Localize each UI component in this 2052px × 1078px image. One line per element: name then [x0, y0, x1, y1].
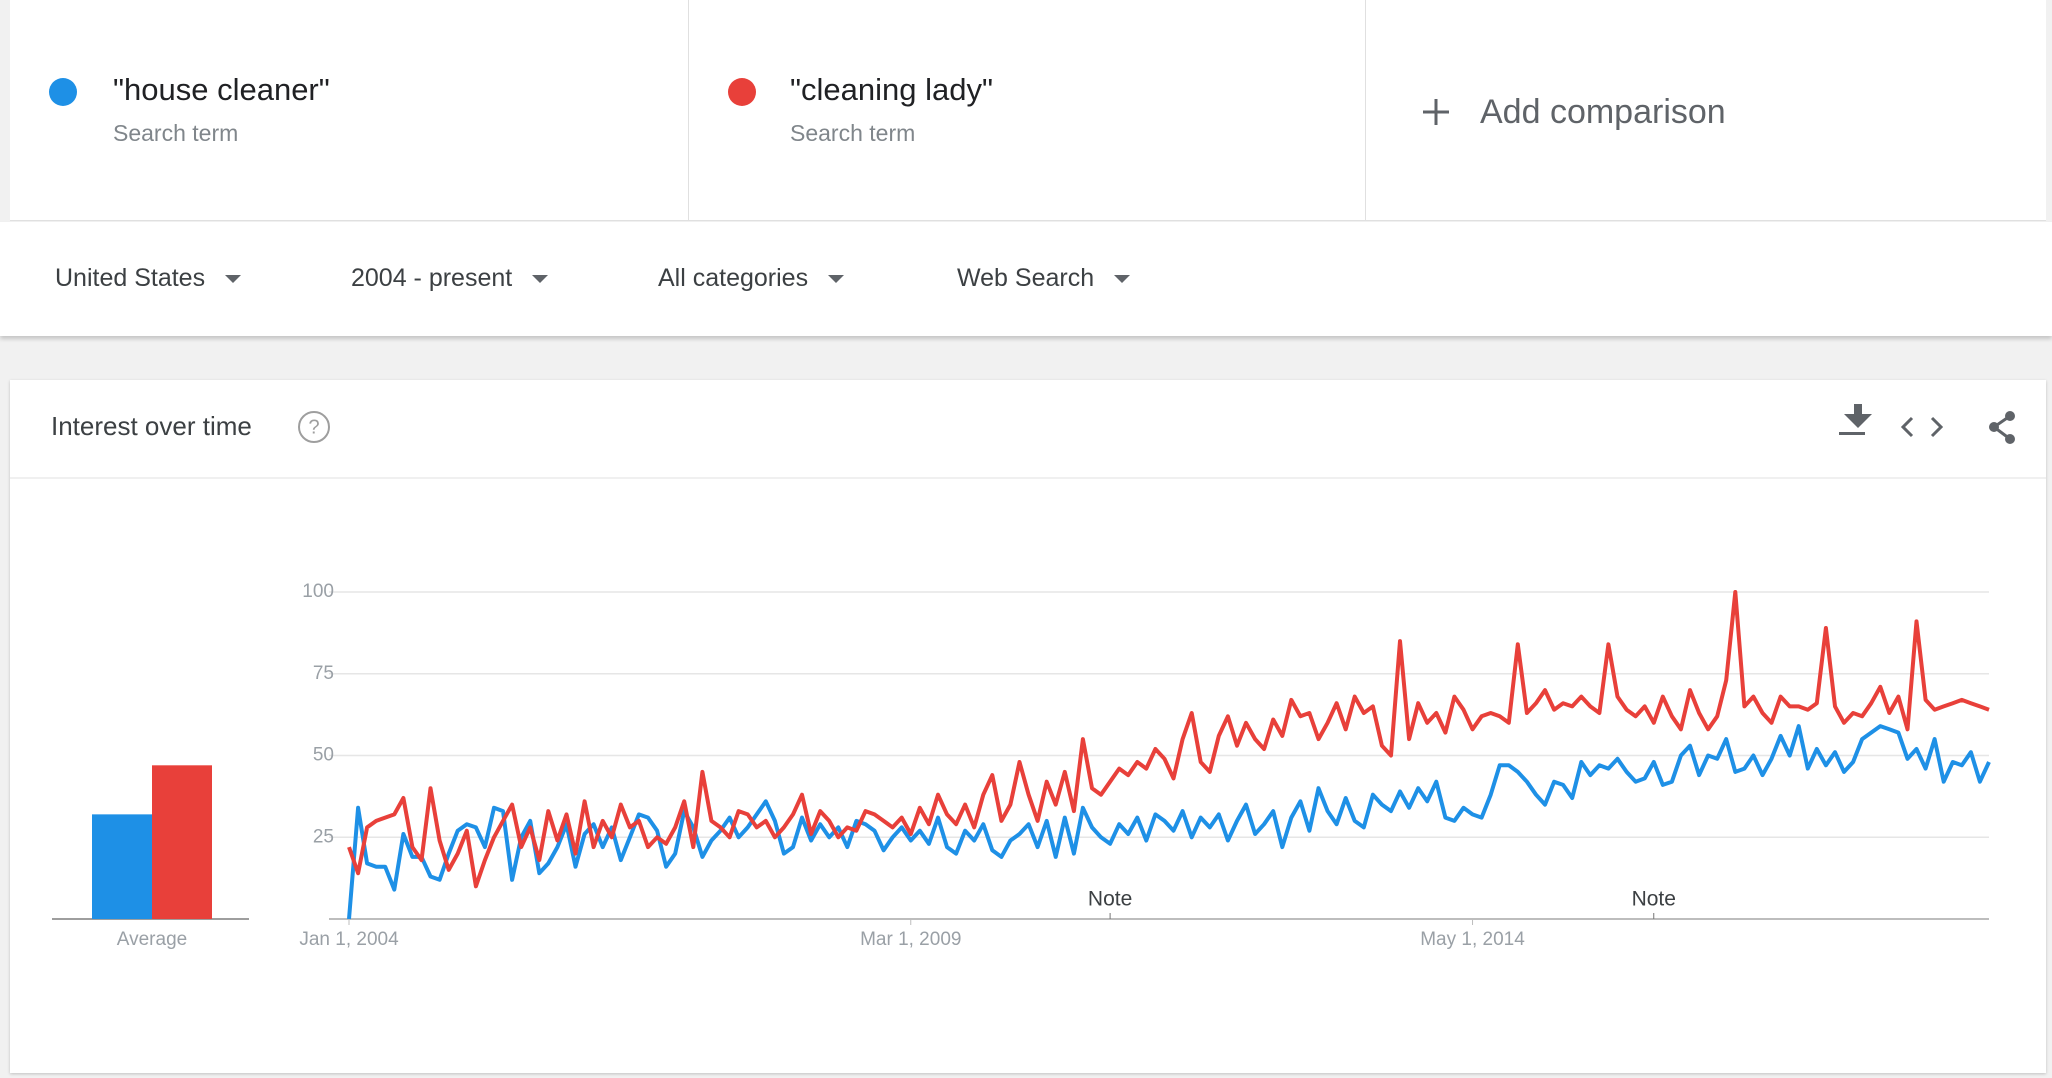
add-comparison-label: Add comparison — [1480, 93, 1726, 131]
term-name: "cleaning lady" — [790, 72, 993, 107]
filter[interactable]: Web Search — [957, 264, 1130, 293]
annotation-label: Note — [1088, 888, 1132, 911]
terms-bar: "house cleaner" Search term "cleaning la… — [10, 0, 2046, 221]
term-1[interactable]: "cleaning lady" Search term — [688, 0, 1366, 220]
series-line — [347, 590, 1990, 889]
term-kind: Search term — [790, 120, 916, 146]
term-dot — [728, 78, 756, 106]
share-icon[interactable] — [1989, 411, 2015, 444]
x-tick-label: May 1, 2014 — [1420, 929, 1525, 950]
x-tick-label: Jan 1, 2004 — [299, 929, 399, 950]
help-icon[interactable]: ? — [298, 411, 330, 443]
y-tick-label: 25 — [313, 826, 334, 847]
term-kind: Search term — [113, 120, 239, 146]
term-0[interactable]: "house cleaner" Search term — [10, 0, 689, 220]
filter[interactable]: United States — [55, 264, 241, 293]
series-line — [347, 724, 1991, 920]
annotation-label: Note — [1632, 888, 1676, 911]
y-tick-label: 100 — [302, 581, 334, 602]
y-tick-label: 50 — [313, 745, 334, 766]
plus-icon — [1423, 99, 1449, 125]
term-name: "house cleaner" — [113, 72, 330, 107]
average-bar — [152, 765, 212, 919]
average-bar — [92, 814, 152, 919]
download-icon[interactable] — [1839, 404, 1872, 435]
embed-icon[interactable] — [1900, 416, 1944, 438]
chart-card: Interest over time ? 25 50 75 100 Jan 1, 200… — [10, 380, 2046, 1073]
y-tick-label: 75 — [313, 663, 334, 684]
add-comparison[interactable]: Add comparison — [1366, 0, 2046, 220]
svg-text:?: ? — [308, 416, 319, 438]
average-label: Average — [117, 929, 187, 950]
chart-title: Interest over time — [51, 411, 252, 441]
term-dot — [49, 78, 77, 106]
chart: Interest over time ? 25 50 75 100 Jan 1, 200… — [10, 404, 2046, 950]
x-tick-label: Mar 1, 2009 — [860, 929, 961, 950]
filter[interactable]: 2004 - present — [351, 264, 548, 293]
filter-bar: United States 2004 - present All categor… — [0, 222, 2052, 336]
filter[interactable]: All categories — [658, 264, 844, 293]
